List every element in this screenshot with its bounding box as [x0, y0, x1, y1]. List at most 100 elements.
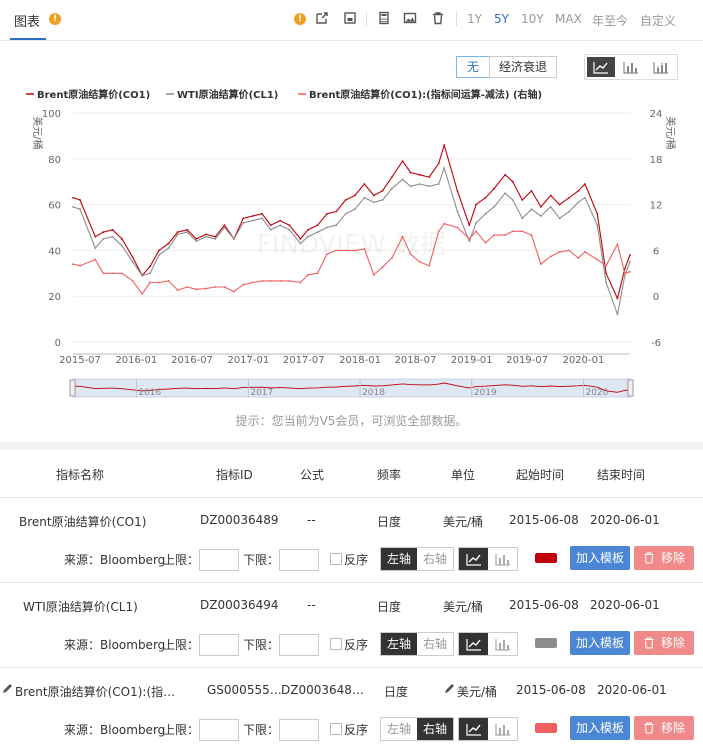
data-point [558, 217, 561, 220]
stacked-chart-icon[interactable] [647, 57, 675, 77]
trash-icon[interactable] [430, 11, 446, 27]
data-point [428, 185, 431, 188]
reverse-checkbox[interactable] [330, 553, 342, 565]
save-icon[interactable] [342, 11, 358, 27]
x-tick-label: 2016-01 [115, 355, 157, 366]
right-axis-button[interactable]: 右轴 [417, 718, 453, 740]
data-point [299, 281, 302, 284]
data-point [584, 251, 586, 253]
remove-button[interactable]: 移除 [634, 716, 694, 740]
data-point [484, 241, 487, 244]
left-axis-button[interactable]: 左轴 [381, 548, 417, 570]
warning-icon[interactable]: ! [294, 13, 306, 25]
add-to-template-button[interactable]: 加入模板 [570, 546, 630, 570]
lower-input[interactable] [279, 634, 319, 656]
lower-label: 下限： [243, 553, 280, 567]
add-to-template-button[interactable]: 加入模板 [570, 631, 630, 655]
bar-chart-icon[interactable] [617, 57, 645, 77]
left-axis-button[interactable]: 左轴 [381, 718, 417, 740]
upper-input[interactable] [199, 634, 239, 656]
x-tick-label: 2019-01 [451, 355, 493, 366]
data-point [475, 230, 477, 233]
range-max[interactable]: MAX [555, 12, 582, 26]
upper-label: 上限： [163, 638, 200, 652]
bar-type-icon[interactable] [488, 548, 517, 570]
trash-icon [644, 637, 654, 649]
info-icon[interactable]: ! [49, 13, 61, 25]
line-chart-icon[interactable] [587, 57, 615, 77]
indicator-start: 2015-06-08 [516, 683, 586, 697]
data-point [307, 273, 309, 276]
data-point [530, 208, 533, 211]
data-point [390, 176, 393, 179]
y-right-tick-label: 12 [650, 201, 663, 212]
data-point [493, 205, 496, 208]
edit-icon[interactable] [444, 683, 455, 697]
edit-icon[interactable] [2, 683, 13, 697]
lower-input[interactable] [279, 549, 319, 571]
reverse-checkbox[interactable] [330, 723, 342, 735]
x-tick-label: 2015-07 [59, 355, 101, 366]
range-1y[interactable]: 1Y [467, 12, 482, 26]
data-point [141, 274, 144, 277]
bar-type-icon[interactable] [488, 718, 517, 740]
line-type-icon[interactable] [459, 548, 488, 570]
navigator-handle-left[interactable] [69, 379, 76, 397]
data-point [623, 267, 626, 270]
calculator-icon[interactable] [376, 11, 392, 27]
active-tab-underline [10, 38, 46, 40]
lower-input[interactable] [279, 719, 319, 741]
range-5y[interactable]: 5Y [494, 12, 509, 26]
navigator-label: 2019 [474, 388, 497, 398]
data-point [443, 167, 446, 169]
data-point [94, 247, 97, 250]
data-point [242, 283, 245, 286]
range-ytd[interactable]: 年至今 [592, 14, 629, 28]
line-type-icon[interactable] [459, 633, 488, 655]
remove-button[interactable]: 移除 [634, 546, 694, 570]
color-swatch[interactable] [535, 638, 557, 648]
add-to-template-button[interactable]: 加入模板 [570, 716, 630, 740]
data-point [307, 228, 309, 231]
remove-button[interactable]: 移除 [634, 631, 694, 655]
navigator-handle-right[interactable] [627, 379, 634, 397]
data-point [616, 313, 619, 316]
col-header-formula: 公式 [300, 468, 325, 482]
image-icon[interactable] [402, 11, 418, 27]
line-type-icon[interactable] [459, 718, 488, 740]
export-icon[interactable] [314, 11, 330, 27]
recession-button[interactable]: 经济衰退 [489, 56, 557, 78]
upper-input[interactable] [199, 719, 239, 741]
indicator-name[interactable]: WTI原油结算价(CL1) [23, 600, 138, 614]
bar-type-icon[interactable] [488, 633, 517, 655]
color-swatch[interactable] [535, 553, 557, 563]
right-axis-button[interactable]: 右轴 [417, 548, 453, 570]
data-point [484, 212, 487, 215]
tab-chart[interactable]: 图表 [14, 15, 41, 30]
indicator-unit: 美元/桶 [443, 515, 484, 529]
data-point [299, 242, 302, 245]
data-point [504, 192, 507, 195]
upper-label: 上限： [163, 723, 200, 737]
series-type-switch [458, 547, 518, 571]
indicator-id: DZ00036494 [200, 598, 279, 612]
data-point [94, 258, 97, 261]
data-point [72, 263, 74, 266]
reverse-label: 反序 [344, 638, 369, 652]
left-axis-button[interactable]: 左轴 [381, 633, 417, 655]
range-10y[interactable]: 10Y [521, 12, 544, 26]
data-point [418, 173, 421, 176]
indicator-name[interactable]: Brent原油结算价(CO1):(指… [15, 685, 176, 699]
right-axis-button[interactable]: 右轴 [417, 633, 453, 655]
indicator-frequency: 日度 [377, 600, 402, 614]
indicator-formula: -- [307, 598, 316, 612]
data-point [623, 272, 626, 275]
reverse-checkbox[interactable] [330, 638, 342, 650]
data-point [493, 234, 496, 237]
indicator-name[interactable]: Brent原油结算价(CO1) [19, 515, 147, 529]
data-point [511, 199, 514, 201]
upper-input[interactable] [199, 549, 239, 571]
range-custom[interactable]: 自定义 [640, 14, 677, 28]
color-swatch[interactable] [535, 723, 557, 733]
y-right-tick-label: 18 [650, 155, 663, 166]
